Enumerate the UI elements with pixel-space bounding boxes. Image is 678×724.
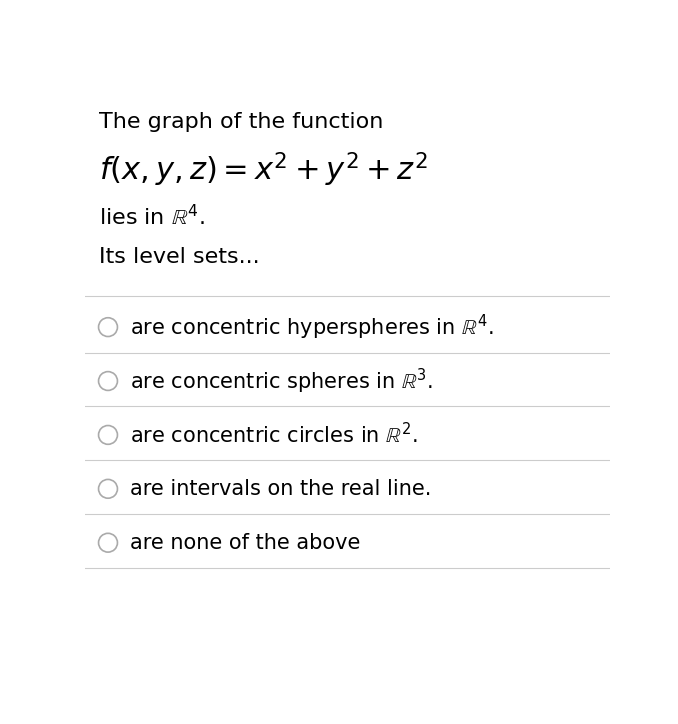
Text: $\mathit{f}(\mathit{x}, \mathit{y}, \mathit{z}) = \mathit{x}^2 + \mathit{y}^2 + : $\mathit{f}(\mathit{x}, \mathit{y}, \mat…: [99, 150, 428, 188]
Text: Its level sets...: Its level sets...: [99, 247, 259, 267]
Text: are none of the above: are none of the above: [129, 533, 360, 552]
Text: are concentric hyperspheres in $\mathbb{R}^4$.: are concentric hyperspheres in $\mathbb{…: [129, 313, 493, 342]
Text: are concentric circles in $\mathbb{R}^2$.: are concentric circles in $\mathbb{R}^2$…: [129, 422, 417, 447]
Text: lies in $\mathbb{R}^4$.: lies in $\mathbb{R}^4$.: [99, 204, 205, 229]
Text: are concentric spheres in $\mathbb{R}^3$.: are concentric spheres in $\mathbb{R}^3$…: [129, 366, 433, 395]
Text: The graph of the function: The graph of the function: [99, 111, 383, 132]
Text: are intervals on the real line.: are intervals on the real line.: [129, 479, 431, 499]
